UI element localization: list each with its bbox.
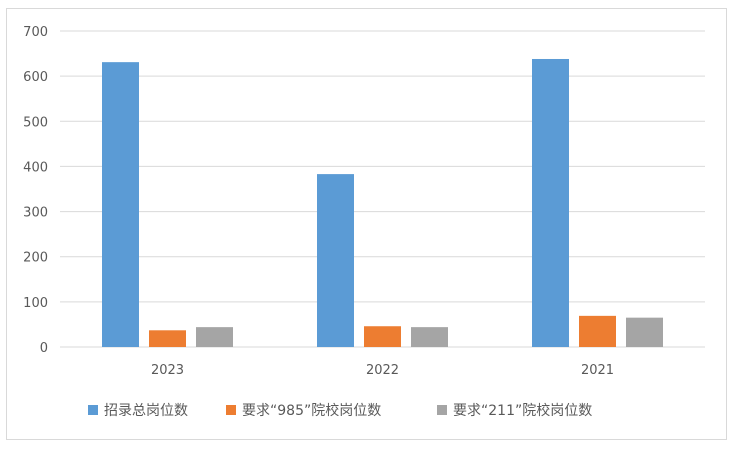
bar-2023-series-1 (149, 330, 186, 347)
y-tick-label: 300 (23, 206, 48, 221)
y-tick-label: 700 (23, 25, 48, 40)
legend-swatch (437, 405, 447, 415)
y-tick-label: 600 (23, 70, 48, 85)
bar-2022-series-1 (364, 326, 401, 347)
legend-label: 要求“211”院校岗位数 (453, 402, 592, 419)
bar-2023-series-0 (102, 62, 139, 348)
y-tick-label: 100 (23, 296, 48, 311)
bars (102, 58, 663, 348)
legend: 招录总岗位数 要求“985”院校岗位数 要求“211”院校岗位数 (88, 402, 592, 419)
y-tick-label: 400 (23, 160, 48, 175)
y-axis-ticks: 0 100 200 300 400 500 600 700 (23, 25, 48, 356)
y-tick-label: 200 (23, 251, 48, 266)
x-category-label: 2022 (366, 363, 399, 378)
legend-swatch (226, 405, 236, 415)
legend-label: 要求“985”院校岗位数 (242, 402, 381, 419)
y-tick-label: 0 (40, 341, 48, 356)
x-category-label: 2021 (581, 363, 614, 378)
bar-2022-series-0 (317, 174, 354, 347)
bar-2021-series-2 (626, 317, 663, 347)
bar-2021-series-0 (532, 58, 569, 347)
legend-label: 招录总岗位数 (104, 403, 188, 419)
x-axis-categories: 2023 2022 2021 (151, 363, 614, 378)
legend-swatch (88, 405, 98, 415)
y-tick-label: 500 (23, 115, 48, 130)
bar-2023-series-2 (196, 327, 233, 347)
bar-2021-series-1 (579, 315, 616, 347)
bar-2022-series-2 (411, 327, 448, 347)
gridlines (60, 30, 705, 348)
x-category-label: 2023 (151, 363, 184, 378)
